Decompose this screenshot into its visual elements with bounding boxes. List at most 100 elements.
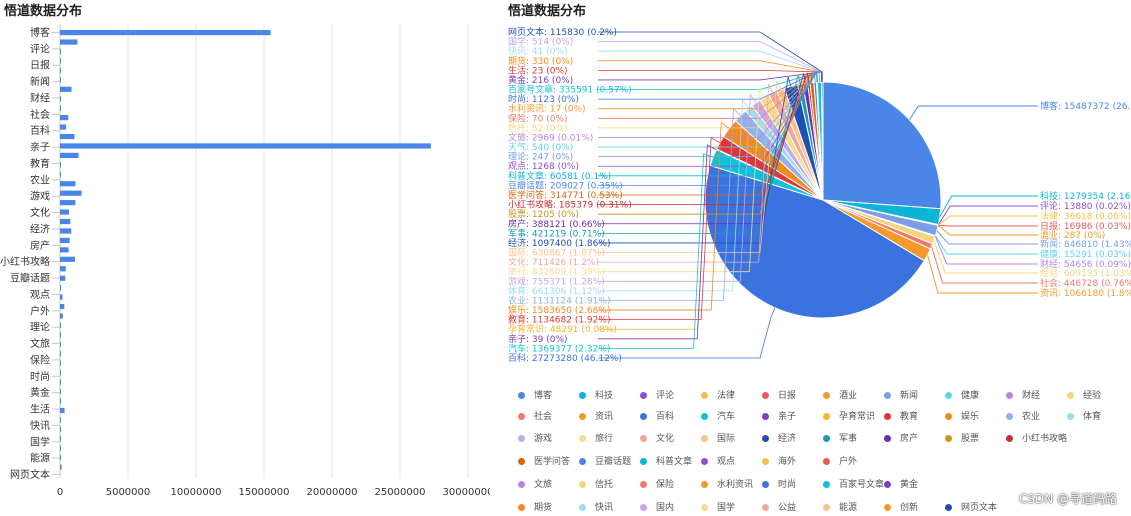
pie-leader-line bbox=[598, 87, 765, 273]
legend-item[interactable]: 户外 bbox=[823, 454, 857, 467]
pie-leader-line bbox=[598, 93, 757, 282]
legend-item[interactable]: 经济 bbox=[762, 431, 796, 444]
pie-leader-line bbox=[598, 80, 782, 253]
pie-label: 博客: 15487372 (26.19%) bbox=[1040, 100, 1131, 112]
y-category-label: 教育 bbox=[30, 157, 50, 170]
legend-item[interactable]: 信托 bbox=[579, 477, 613, 490]
legend-swatch bbox=[579, 481, 586, 488]
legend-item[interactable]: 股票 bbox=[945, 431, 979, 444]
legend-item[interactable]: 观点 bbox=[701, 454, 735, 467]
legend-item[interactable]: 教育 bbox=[884, 409, 918, 422]
bar bbox=[60, 218, 71, 225]
bar bbox=[60, 407, 65, 414]
x-tick-label: 15000000 bbox=[239, 487, 290, 498]
legend-item[interactable]: 旅行 bbox=[579, 431, 613, 444]
legend-item[interactable]: 评论 bbox=[640, 388, 674, 401]
bar bbox=[60, 237, 70, 244]
pie-label: 百科: 27273280 (46.12%) bbox=[508, 352, 622, 364]
legend-item[interactable]: 亲子 bbox=[762, 409, 796, 422]
bar bbox=[60, 67, 61, 73]
legend-item[interactable]: 新闻 bbox=[884, 388, 918, 401]
legend-item[interactable]: 国内 bbox=[640, 500, 674, 513]
legend-item[interactable]: 孕育常识 bbox=[823, 409, 875, 422]
pie-label: 生活: 23 (0%) bbox=[508, 64, 568, 76]
legend-item[interactable]: 百家号文章 bbox=[823, 477, 884, 490]
legend-swatch bbox=[518, 392, 525, 399]
legend-item[interactable]: 体育 bbox=[1067, 409, 1101, 422]
pie-label: 文化: 711426 (1.2%) bbox=[508, 256, 599, 268]
legend-item[interactable]: 科普文章 bbox=[640, 454, 692, 467]
legend-item[interactable]: 医学问答 bbox=[518, 454, 570, 467]
legend-item[interactable]: 娱乐 bbox=[945, 409, 979, 422]
legend-swatch bbox=[701, 504, 708, 511]
legend-item[interactable]: 创新 bbox=[884, 500, 918, 513]
pie-label: 日报: 16986 (0.03%) bbox=[1040, 220, 1131, 232]
legend-item[interactable]: 农业 bbox=[1006, 409, 1040, 422]
legend-item[interactable]: 法律 bbox=[701, 388, 735, 401]
legend-swatch bbox=[884, 435, 891, 442]
legend-item[interactable]: 期货 bbox=[518, 500, 552, 513]
pie-label: 经济: 1097400 (1.86%) bbox=[508, 237, 610, 249]
legend-item[interactable]: 酒业 bbox=[823, 388, 857, 401]
pie-leader-line bbox=[934, 236, 1038, 265]
legend-item[interactable]: 汽车 bbox=[701, 409, 735, 422]
pie-label: 信托: 52 (0%) bbox=[508, 122, 568, 134]
y-category-label: 社会 bbox=[30, 108, 50, 121]
legend-item[interactable]: 健康 bbox=[945, 388, 979, 401]
legend-item[interactable]: 博客 bbox=[518, 388, 552, 401]
pie-leader-line bbox=[598, 71, 822, 83]
legend-item[interactable]: 保险 bbox=[640, 477, 674, 490]
bar bbox=[60, 39, 78, 45]
bar bbox=[60, 124, 67, 130]
legend-item[interactable]: 国学 bbox=[701, 500, 735, 513]
bar bbox=[60, 322, 61, 329]
legend-item[interactable]: 国际 bbox=[701, 431, 735, 444]
legend-swatch bbox=[518, 504, 525, 511]
legend-item[interactable]: 时尚 bbox=[762, 477, 796, 490]
legend-item[interactable]: 快讯 bbox=[579, 500, 613, 513]
pie-leader-line bbox=[598, 76, 792, 244]
pie-label: 教育: 1134682 (1.92%) bbox=[508, 314, 610, 326]
pie-label: 科技: 1279354 (2.16%) bbox=[1040, 190, 1131, 202]
bar bbox=[60, 200, 76, 206]
legend-item[interactable]: 公益 bbox=[762, 500, 796, 513]
legend-item[interactable]: 科技 bbox=[579, 388, 613, 401]
legend-item[interactable]: 房产 bbox=[884, 431, 918, 444]
bar bbox=[60, 266, 66, 272]
legend-item[interactable]: 文旅 bbox=[518, 477, 552, 490]
legend-label: 快讯 bbox=[595, 503, 614, 513]
legend-item[interactable]: 游戏 bbox=[518, 431, 552, 444]
pie-leader-line bbox=[598, 137, 721, 321]
pie-label: 旅行: 832609 (1.39%) bbox=[508, 266, 605, 278]
legend-item[interactable]: 小红书攻略 bbox=[1006, 431, 1067, 444]
legend-item[interactable]: 海外 bbox=[762, 454, 796, 467]
pie-label: 房产: 388121 (0.66%) bbox=[508, 218, 605, 230]
legend-item[interactable]: 黄金 bbox=[884, 477, 918, 490]
legend-label: 文化 bbox=[656, 434, 675, 444]
legend-label: 酒业 bbox=[839, 391, 858, 401]
y-category-label: 户外 bbox=[30, 304, 50, 317]
legend-label: 国学 bbox=[717, 503, 736, 513]
legend-item[interactable]: 社会 bbox=[518, 409, 552, 422]
legend-item[interactable]: 豆瓣话题 bbox=[579, 454, 631, 467]
legend-label: 保险 bbox=[656, 480, 675, 490]
legend-item[interactable]: 文化 bbox=[640, 431, 674, 444]
bar bbox=[60, 426, 61, 432]
legend-item[interactable]: 网页文本 bbox=[945, 500, 997, 513]
legend-item[interactable]: 资讯 bbox=[579, 409, 613, 422]
x-tick-label: 10000000 bbox=[171, 487, 222, 498]
legend-item[interactable]: 百科 bbox=[640, 409, 674, 422]
pie-label: 新闻: 846810 (1.43%) bbox=[1040, 238, 1131, 250]
legend-item[interactable]: 水利资讯 bbox=[701, 477, 753, 490]
y-category-label: 新闻 bbox=[30, 75, 50, 88]
x-tick-label: 20000000 bbox=[307, 487, 358, 498]
legend-item[interactable]: 能源 bbox=[823, 500, 857, 513]
y-category-label: 时尚 bbox=[30, 370, 50, 383]
legend-item[interactable]: 军事 bbox=[823, 431, 857, 444]
legend-swatch bbox=[579, 413, 586, 420]
legend-item[interactable]: 财经 bbox=[1006, 388, 1040, 401]
bar bbox=[60, 341, 61, 347]
bar bbox=[60, 247, 69, 253]
legend-item[interactable]: 经验 bbox=[1067, 388, 1101, 401]
legend-item[interactable]: 日报 bbox=[762, 388, 796, 401]
